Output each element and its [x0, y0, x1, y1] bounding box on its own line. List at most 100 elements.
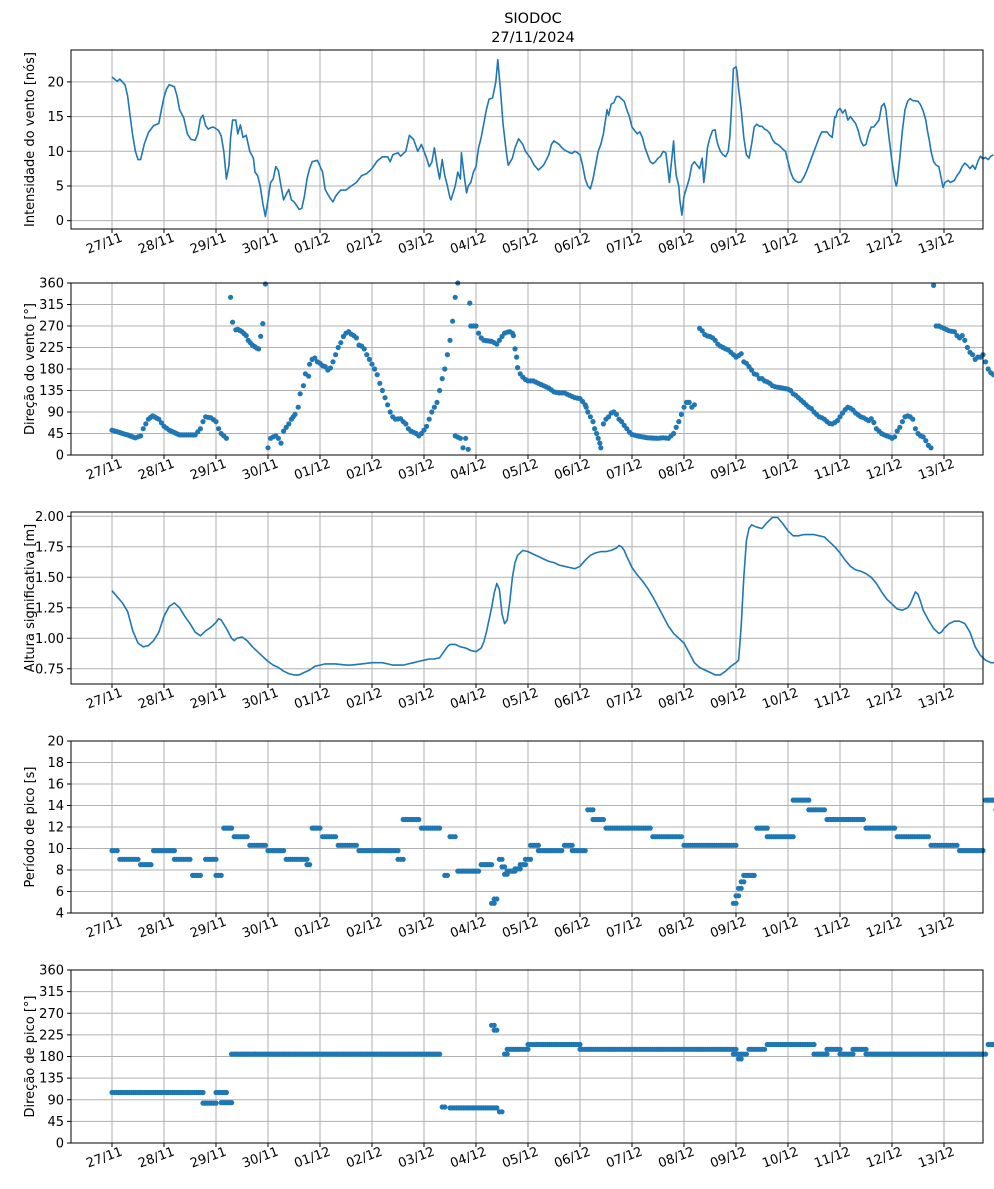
data-point — [912, 426, 919, 432]
data-point — [733, 900, 739, 906]
data-point — [379, 387, 385, 394]
data-point — [962, 337, 968, 343]
y-tick-label: 315 — [39, 985, 64, 1000]
data-point — [824, 1051, 830, 1057]
data-point — [135, 856, 141, 862]
y-tick-label: 12 — [47, 821, 64, 836]
data-point — [515, 365, 521, 371]
data-point — [473, 323, 479, 329]
data-point — [467, 300, 473, 306]
data-point — [286, 421, 292, 427]
data-point — [442, 1104, 448, 1110]
data-point — [306, 373, 312, 379]
y-axis-title: Intensidade do vento [nós] — [23, 52, 38, 227]
y-tick-label: 16 — [47, 778, 64, 793]
y-tick-label: 10 — [47, 145, 64, 160]
y-axis-title: Período de pico [s] — [23, 766, 38, 887]
data-point — [806, 797, 812, 803]
data-point — [382, 395, 388, 401]
data-point — [594, 430, 600, 437]
data-point — [868, 416, 874, 422]
y-tick-label: 270 — [39, 1007, 64, 1022]
figure-subtitle: 27/11/2024 — [491, 30, 575, 46]
data-point — [850, 1051, 856, 1057]
data-point — [582, 848, 588, 854]
y-tick-label: 225 — [39, 1028, 64, 1043]
data-point — [619, 419, 625, 425]
y-axis-title: Altura significativa [m] — [23, 524, 38, 672]
y-tick-label: 14 — [47, 799, 64, 814]
data-point — [983, 1051, 989, 1057]
data-point — [970, 352, 976, 358]
data-point — [983, 359, 989, 365]
data-point — [364, 352, 370, 358]
data-point — [585, 409, 591, 415]
data-point — [244, 834, 250, 840]
data-point — [197, 426, 203, 432]
y-tick-label: 1.50 — [35, 571, 64, 586]
data-point — [790, 834, 796, 840]
data-point — [600, 816, 607, 823]
data-point — [450, 318, 456, 324]
series-line — [111, 516, 994, 676]
data-point — [148, 862, 154, 868]
data-point — [764, 825, 770, 831]
data-point — [894, 428, 900, 434]
data-point — [385, 402, 391, 408]
y-tick-label: 5 — [56, 179, 64, 194]
data-point — [860, 816, 867, 823]
data-point — [275, 435, 281, 441]
y-axis: 0 45 90 135 180 225 270 315 360 — [39, 277, 71, 464]
y-tick-label: 45 — [47, 1115, 64, 1130]
y-tick-label: 135 — [39, 1072, 64, 1087]
data-point — [751, 872, 757, 879]
data-point — [457, 435, 463, 441]
data-point — [426, 416, 432, 422]
data-point — [278, 440, 284, 446]
y-tick-label: 225 — [39, 341, 64, 356]
y-tick-label: 8 — [56, 864, 64, 879]
data-point — [387, 409, 393, 415]
data-point — [741, 879, 747, 885]
data-point — [686, 399, 692, 405]
y-tick-label: 90 — [47, 1093, 64, 1108]
data-point — [312, 355, 318, 361]
data-point — [372, 366, 378, 372]
y-tick-label: 1.75 — [35, 540, 64, 555]
y-tick-label: 360 — [39, 277, 64, 292]
data-point — [223, 1089, 229, 1096]
data-point — [444, 872, 450, 879]
data-point — [954, 842, 960, 848]
data-point — [577, 1041, 583, 1048]
data-point — [925, 834, 932, 840]
y-tick-label: 20 — [47, 75, 64, 90]
data-point — [156, 416, 162, 422]
data-point — [499, 856, 505, 862]
data-point — [353, 842, 359, 848]
data-point — [964, 344, 971, 351]
data-point — [452, 834, 458, 840]
data-point — [304, 856, 310, 862]
data-point — [213, 1100, 219, 1106]
data-point — [327, 365, 333, 371]
data-point — [230, 319, 236, 325]
data-point — [928, 445, 934, 451]
data-point — [673, 424, 679, 430]
data-point — [598, 445, 604, 451]
data-point — [590, 807, 596, 813]
y-tick-label: 18 — [47, 756, 64, 771]
y-tick-label: 1.25 — [35, 601, 64, 616]
data-point — [691, 402, 698, 408]
data-point — [699, 328, 705, 334]
data-point — [587, 414, 594, 420]
data-point — [223, 435, 229, 441]
data-point — [374, 372, 380, 378]
data-point — [491, 900, 497, 906]
data-point — [216, 426, 222, 432]
data-point — [678, 834, 685, 840]
data-point — [738, 351, 744, 357]
data-point — [262, 281, 268, 287]
data-point — [712, 337, 718, 343]
